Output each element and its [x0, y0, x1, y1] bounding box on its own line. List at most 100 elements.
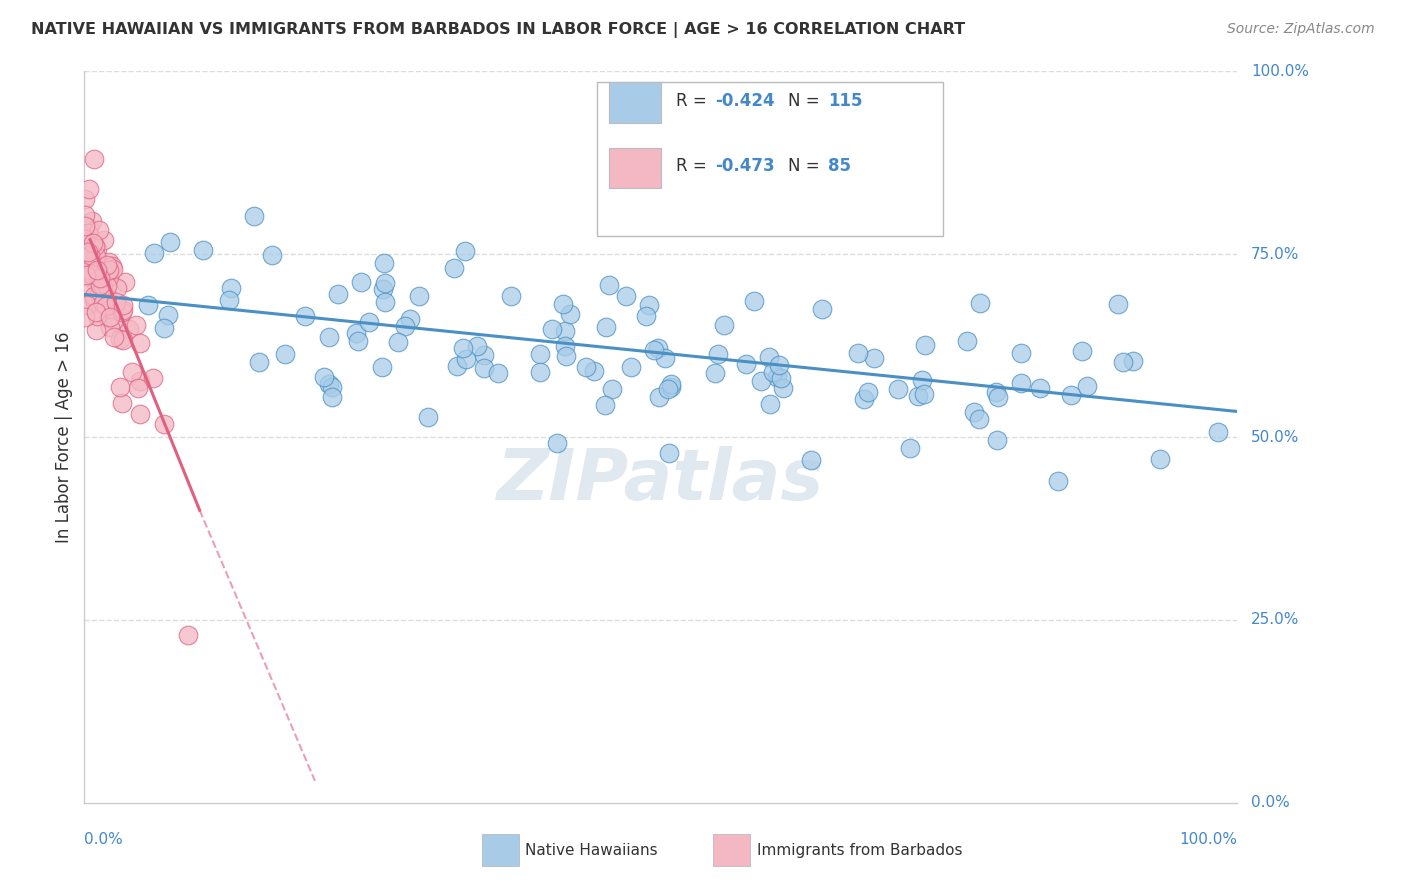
Point: [648, 390, 671, 404]
Text: 50.0%: 50.0%: [1251, 430, 1299, 444]
Point: [125, 318, 148, 333]
Point: [541, 321, 564, 335]
Point: [969, 411, 991, 425]
Text: -0.473: -0.473: [716, 158, 775, 176]
Point: [79, 267, 101, 281]
Point: [326, 286, 349, 301]
Point: [98, 310, 121, 325]
Text: R =: R =: [676, 92, 711, 110]
Text: Immigrants from Barbados: Immigrants from Barbados: [756, 843, 962, 858]
Point: [121, 365, 143, 379]
Point: [1122, 354, 1144, 368]
Point: [554, 339, 576, 353]
Point: [912, 386, 935, 401]
Point: [600, 382, 623, 396]
Point: [446, 359, 468, 373]
Point: [986, 433, 1008, 447]
Point: [83, 291, 105, 305]
Text: R =: R =: [676, 158, 711, 176]
Point: [76, 227, 98, 241]
Point: [153, 417, 176, 431]
Point: [546, 436, 568, 450]
Point: [77, 182, 100, 196]
Point: [97, 310, 120, 325]
Point: [138, 298, 160, 312]
Point: [751, 374, 773, 388]
Point: [157, 308, 180, 322]
Point: [193, 244, 215, 258]
Point: [98, 263, 121, 277]
Point: [101, 259, 124, 273]
Point: [394, 318, 416, 333]
Text: 0.0%: 0.0%: [1251, 796, 1289, 810]
Point: [735, 357, 758, 371]
Point: [853, 392, 876, 406]
Point: [76, 246, 98, 260]
Point: [243, 209, 266, 223]
Text: ZIPatlas: ZIPatlas: [498, 447, 824, 516]
Point: [659, 380, 682, 394]
Point: [766, 370, 789, 384]
Point: [772, 381, 794, 395]
Point: [96, 278, 118, 293]
Point: [86, 268, 108, 283]
Point: [79, 261, 101, 276]
Point: [1010, 346, 1032, 360]
Point: [454, 352, 477, 367]
Point: [86, 263, 108, 277]
Point: [73, 236, 96, 251]
Point: [87, 287, 110, 301]
Point: [103, 261, 125, 276]
Point: [638, 298, 661, 312]
Point: [75, 232, 97, 246]
Point: [82, 270, 104, 285]
Point: [634, 309, 657, 323]
Text: 25.0%: 25.0%: [1251, 613, 1299, 627]
Text: 75.0%: 75.0%: [1251, 247, 1299, 261]
Point: [551, 297, 574, 311]
Point: [84, 239, 107, 253]
Point: [83, 289, 105, 303]
Point: [346, 334, 368, 349]
Point: [93, 233, 115, 247]
Point: [554, 349, 576, 363]
Point: [111, 305, 134, 319]
Point: [108, 332, 131, 346]
Point: [956, 334, 979, 349]
Point: [387, 334, 409, 349]
Point: [1076, 379, 1098, 393]
Text: N =: N =: [787, 158, 824, 176]
Point: [1010, 376, 1032, 390]
Point: [898, 441, 921, 455]
Point: [79, 242, 101, 256]
Text: 0.0%: 0.0%: [84, 832, 124, 847]
Point: [704, 366, 727, 380]
Point: [111, 302, 134, 317]
Point: [1047, 474, 1070, 488]
Point: [82, 258, 104, 272]
Point: [647, 341, 669, 355]
Point: [451, 341, 474, 355]
Point: [398, 312, 420, 326]
Point: [79, 238, 101, 252]
Point: [654, 351, 676, 366]
Point: [969, 295, 991, 310]
Point: [76, 298, 98, 312]
Point: [143, 246, 166, 260]
Point: [73, 192, 96, 206]
Point: [79, 221, 101, 235]
Text: Source: ZipAtlas.com: Source: ZipAtlas.com: [1227, 22, 1375, 37]
Point: [659, 376, 682, 391]
Point: [658, 445, 681, 459]
Point: [800, 453, 823, 467]
Point: [83, 275, 105, 289]
Point: [593, 398, 616, 412]
Point: [79, 248, 101, 262]
Point: [408, 289, 430, 303]
Point: [87, 287, 110, 301]
Point: [75, 219, 97, 233]
Point: [274, 347, 297, 361]
Point: [84, 268, 107, 282]
Point: [177, 627, 200, 641]
Bar: [482, 834, 519, 866]
